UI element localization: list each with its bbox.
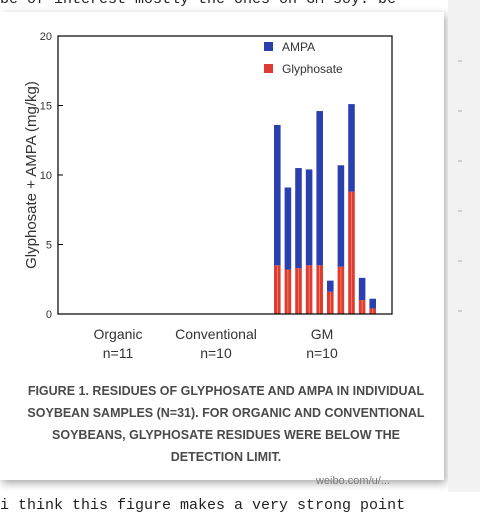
y-tick-label: 5 [46,240,52,252]
bar-ampa [274,124,281,266]
page-text-top: be of interest mostly the ones on GM soy… [0,0,480,8]
bar-ampa [337,165,345,267]
bar-ampa [369,298,376,309]
group-label: Conventional [175,326,257,342]
bar-ampa [295,168,302,269]
group-label: GM [311,326,334,342]
bar-ampa [305,169,313,266]
figure-card: 0 5 10 15 20 Glyphosate + AMPA (mg/kg) Organic… [0,12,444,480]
bar-ampa [358,277,366,301]
bar-ampa [327,280,334,292]
y-tick-label: 10 [40,170,52,182]
watermark: weibo.com/u/... [316,475,390,487]
figure-caption: FIGURE 1. RESIDUES OF GLYPHOSATE AND AMP… [27,384,425,464]
bar-ampa [284,187,292,270]
y-axis-label: Glyphosate + AMPA (mg/kg) [23,81,40,269]
bar-ampa [348,104,355,192]
y-tick-label: 15 [40,101,52,113]
page-side-strip [448,0,480,492]
legend-label: AMPA [282,40,315,54]
legend-swatch [264,42,273,51]
group-n-label: n=10 [200,345,232,361]
chart: 0 5 10 15 20 Glyphosate + AMPA (mg/kg) Organic… [23,31,393,361]
group-n-label: n=10 [306,345,338,361]
bar-ampa [316,111,323,266]
y-tick-label: 20 [40,31,52,43]
legend-swatch [264,64,273,73]
page-text-bottom: i think this figure makes a very strong … [0,497,406,514]
y-tick-label: 0 [46,309,52,321]
legend-label: Glyphosate [282,62,343,76]
group-label: Organic [93,326,142,342]
group-n-label: n=11 [103,345,134,361]
